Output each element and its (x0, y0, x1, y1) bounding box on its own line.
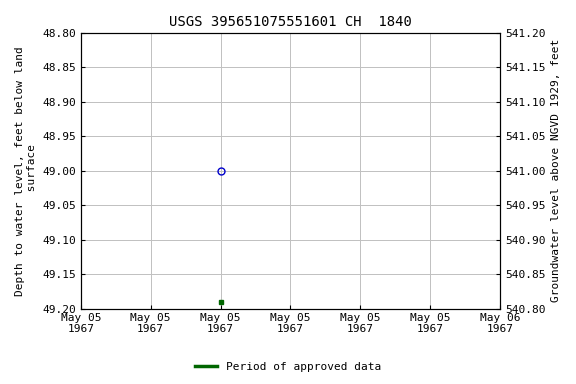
Legend: Period of approved data: Period of approved data (191, 358, 385, 377)
Y-axis label: Groundwater level above NGVD 1929, feet: Groundwater level above NGVD 1929, feet (551, 39, 561, 303)
Title: USGS 395651075551601 CH  1840: USGS 395651075551601 CH 1840 (169, 15, 412, 29)
Y-axis label: Depth to water level, feet below land
 surface: Depth to water level, feet below land su… (15, 46, 37, 296)
